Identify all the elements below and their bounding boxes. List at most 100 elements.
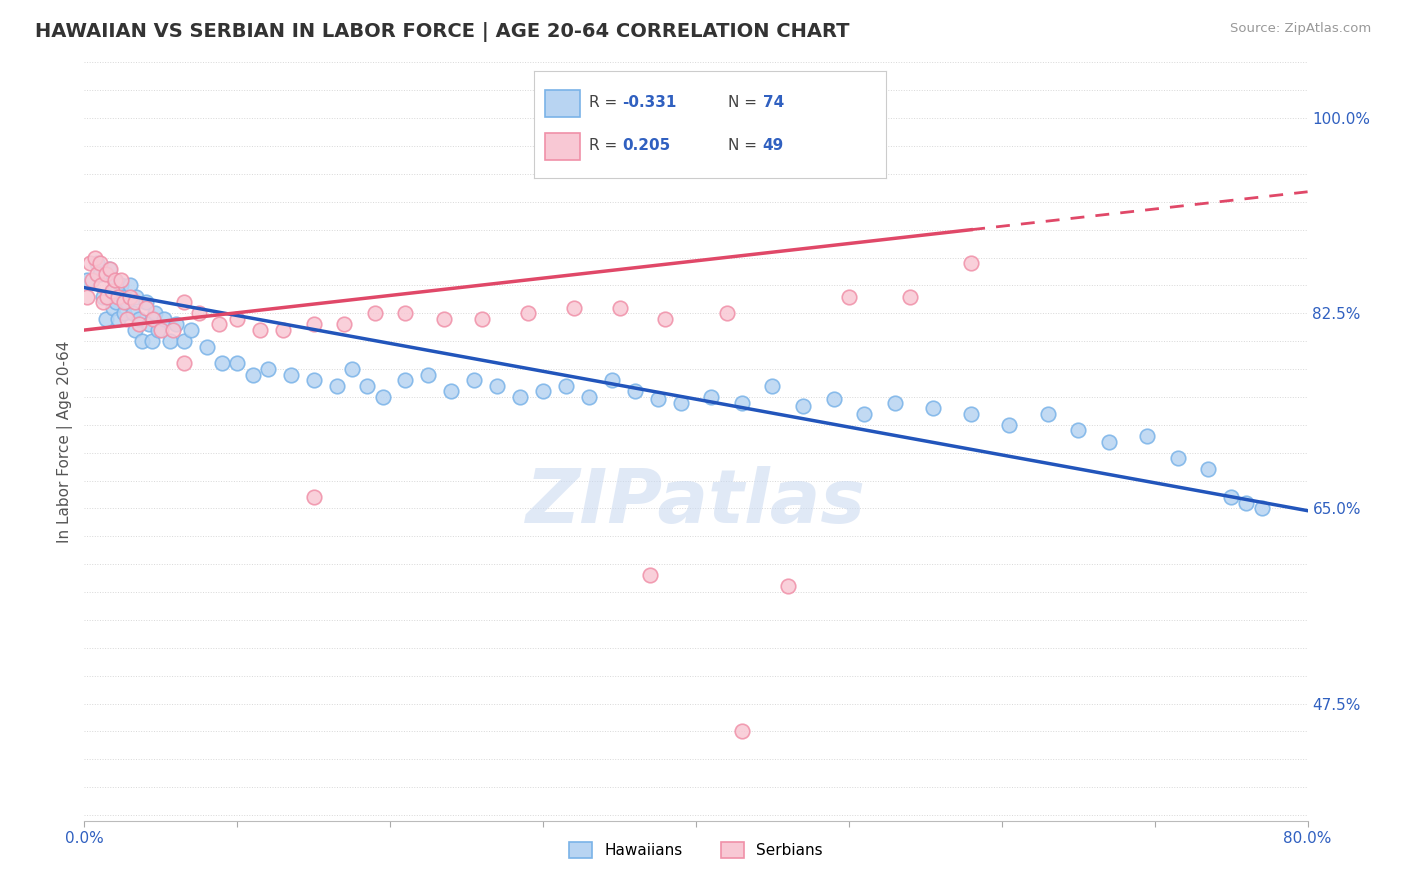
Point: [340, 362, 363, 376]
Point: [242, 368, 264, 382]
Point: [104, 273, 127, 287]
Point: [302, 491, 325, 505]
Point: [1136, 429, 1159, 443]
Point: [700, 390, 723, 404]
Text: R =: R =: [589, 138, 621, 153]
Text: 74: 74: [762, 95, 785, 111]
Point: [120, 290, 142, 304]
Point: [433, 312, 456, 326]
Point: [418, 368, 440, 382]
Point: [555, 379, 578, 393]
Point: [883, 395, 905, 409]
Point: [257, 362, 280, 376]
Point: [208, 318, 231, 332]
Point: [122, 306, 145, 320]
Point: [120, 278, 142, 293]
Point: [271, 323, 294, 337]
Point: [1220, 491, 1243, 505]
Point: [302, 318, 325, 332]
Point: [1167, 451, 1189, 466]
Point: [128, 312, 150, 326]
Point: [115, 295, 138, 310]
Point: [471, 312, 494, 326]
Text: N =: N =: [728, 95, 762, 111]
Point: [516, 306, 538, 320]
Point: [80, 273, 103, 287]
Point: [823, 392, 845, 407]
Point: [364, 306, 387, 320]
Point: [356, 379, 378, 393]
Point: [96, 290, 118, 304]
Point: [153, 312, 176, 326]
Point: [143, 306, 166, 320]
Point: [578, 390, 600, 404]
Point: [669, 395, 692, 409]
Point: [124, 295, 146, 310]
Point: [146, 323, 169, 337]
Point: [600, 373, 623, 387]
Point: [97, 261, 120, 276]
Point: [131, 334, 153, 349]
Point: [394, 373, 416, 387]
Point: [91, 290, 114, 304]
Point: [76, 273, 98, 287]
Point: [124, 323, 146, 337]
Point: [89, 268, 111, 282]
Point: [195, 340, 218, 354]
Point: [86, 268, 108, 282]
Point: [94, 268, 117, 282]
Point: [998, 417, 1021, 432]
Point: [98, 261, 121, 276]
Point: [79, 256, 101, 270]
Point: [463, 373, 485, 387]
Point: [165, 318, 187, 332]
Point: [280, 368, 302, 382]
Point: [111, 290, 134, 304]
Point: [249, 323, 271, 337]
Point: [112, 295, 135, 310]
Point: [107, 312, 129, 326]
Point: [159, 334, 181, 349]
Bar: [544, 90, 579, 117]
Point: [1036, 407, 1059, 421]
Point: [84, 251, 107, 265]
Text: 0.205: 0.205: [621, 138, 671, 153]
Point: [211, 357, 233, 371]
Point: [162, 323, 184, 337]
Point: [101, 284, 124, 298]
Point: [115, 312, 138, 326]
Text: N =: N =: [728, 138, 762, 153]
Y-axis label: In Labor Force | Age 20-64: In Labor Force | Age 20-64: [58, 341, 73, 542]
Text: Source: ZipAtlas.com: Source: ZipAtlas.com: [1230, 22, 1371, 36]
Point: [226, 312, 249, 326]
Point: [94, 312, 117, 326]
Text: R =: R =: [589, 95, 621, 111]
Point: [898, 290, 921, 304]
Point: [922, 401, 945, 416]
Point: [91, 295, 114, 310]
Point: [838, 290, 860, 304]
Point: [440, 384, 463, 399]
Point: [960, 256, 983, 270]
Text: -0.331: -0.331: [621, 95, 676, 111]
Point: [486, 379, 509, 393]
Point: [104, 273, 127, 287]
Point: [562, 301, 585, 315]
Legend: Hawaiians, Serbians: Hawaiians, Serbians: [561, 835, 831, 866]
Point: [141, 334, 163, 349]
Point: [76, 290, 98, 304]
Point: [333, 318, 356, 332]
Point: [609, 301, 631, 315]
Point: [325, 379, 347, 393]
Point: [90, 278, 112, 293]
Point: [180, 323, 202, 337]
Point: [149, 323, 172, 337]
Point: [86, 256, 108, 270]
Point: [135, 301, 157, 315]
Point: [128, 318, 150, 332]
Point: [302, 373, 325, 387]
Point: [1098, 434, 1121, 449]
Point: [110, 278, 132, 293]
Point: [1236, 496, 1258, 510]
Point: [531, 384, 554, 399]
